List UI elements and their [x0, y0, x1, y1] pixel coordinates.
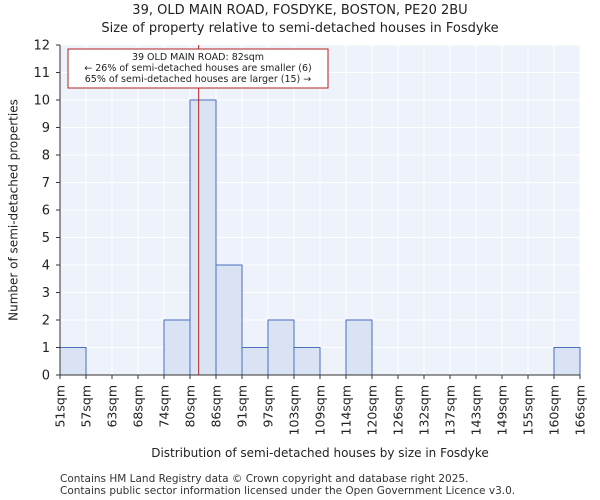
x-tick-label: 97sqm	[261, 385, 276, 428]
x-tick-label: 103sqm	[287, 385, 302, 435]
y-tick-label: 4	[42, 259, 50, 274]
x-tick-label: 109sqm	[313, 385, 328, 435]
x-axis-label: Distribution of semi-detached houses by …	[151, 446, 489, 460]
y-tick-label: 6	[42, 204, 50, 219]
chart-subtitle: Size of property relative to semi-detach…	[101, 21, 499, 36]
x-tick-label: 160sqm	[547, 385, 562, 435]
y-tick-label: 7	[42, 176, 50, 191]
x-tick-label: 74sqm	[157, 385, 172, 428]
y-tick-label: 2	[42, 314, 50, 329]
x-tick-label: 132sqm	[417, 385, 432, 435]
annotation-line-2: ← 26% of semi-detached houses are smalle…	[84, 63, 312, 74]
x-tick-label: 86sqm	[209, 385, 224, 428]
bar	[59, 347, 87, 376]
annotation-line-1: 39 OLD MAIN ROAD: 82sqm	[132, 52, 264, 63]
x-tick-label: 149sqm	[495, 385, 510, 435]
bar	[293, 347, 321, 376]
x-tick-label: 126sqm	[391, 385, 406, 435]
bar	[267, 319, 295, 376]
bar	[241, 347, 269, 376]
annotation-box: 39 OLD MAIN ROAD: 82sqm ← 26% of semi-de…	[67, 48, 329, 89]
chart-title: 39, OLD MAIN ROAD, FOSDYKE, BOSTON, PE20…	[132, 3, 468, 18]
x-tick-label: 68sqm	[131, 385, 146, 428]
bar	[163, 319, 191, 376]
x-tick-label: 166sqm	[573, 385, 588, 435]
x-tick-label: 143sqm	[469, 385, 484, 435]
y-tick-label: 12	[33, 39, 50, 54]
x-tick-labels: 51sqm 57sqm 63sqm 68sqm 74sqm 80sqm 86sqm 91sqm…	[53, 375, 588, 435]
y-tick-label: 9	[42, 121, 50, 136]
y-tick-label: 1	[42, 341, 50, 356]
x-tick-label: 91sqm	[235, 385, 250, 428]
x-tick-label: 137sqm	[443, 385, 458, 435]
y-tick-label: 8	[42, 149, 50, 164]
annotation-line-3: 65% of semi-detached houses are larger (…	[85, 74, 312, 85]
x-tick-label: 114sqm	[339, 385, 354, 435]
bar	[189, 99, 217, 376]
y-tick-label: 0	[42, 369, 50, 384]
bar	[345, 319, 373, 376]
footer-line-1: Contains HM Land Registry data © Crown c…	[60, 473, 469, 485]
x-tick-label: 63sqm	[105, 385, 120, 428]
y-tick-label: 5	[42, 231, 50, 246]
x-tick-label: 155sqm	[521, 385, 536, 435]
bar	[553, 347, 581, 376]
x-tick-label: 57sqm	[79, 385, 94, 428]
y-tick-label: 11	[33, 66, 50, 81]
grid-lines	[59, 44, 581, 376]
x-tick-label: 51sqm	[53, 385, 68, 428]
x-tick-label: 80sqm	[183, 385, 198, 428]
y-tick-label: 10	[33, 94, 50, 109]
y-tick-label: 3	[42, 286, 50, 301]
footer-line-2: Contains public sector information licen…	[60, 485, 516, 497]
bars	[59, 99, 581, 376]
bar	[215, 264, 243, 376]
y-axis-label: Number of semi-detached properties	[7, 99, 21, 321]
x-tick-label: 120sqm	[365, 385, 380, 435]
